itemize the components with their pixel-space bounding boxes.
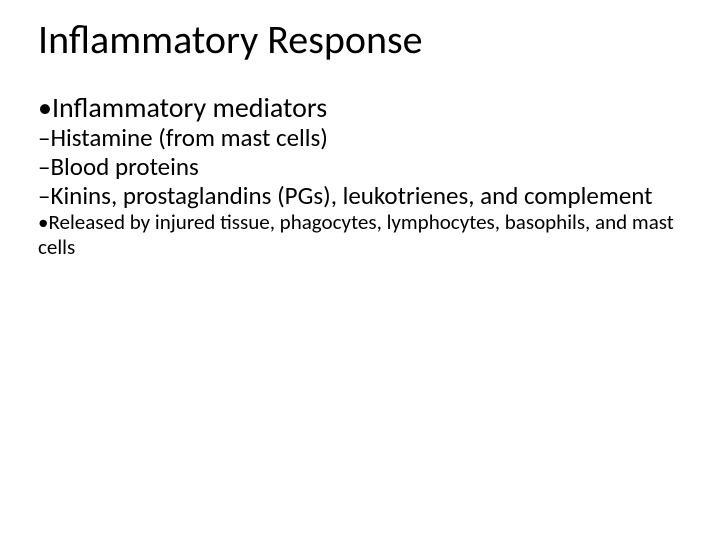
slide-title: Inflammatory Response <box>38 18 682 62</box>
bullet-text: Released by injured tissue, phagocytes, … <box>38 209 674 259</box>
bullet-level2-3: –Kinins, prostaglandins (PGs), leukotrie… <box>38 182 682 211</box>
bullet-text: Inflammatory mediators <box>52 90 327 125</box>
bullet-level2-2: –Blood proteins <box>38 153 682 182</box>
dash-marker: – <box>38 180 50 211</box>
bullet-text: Kinins, prostaglandins (PGs), leukotrien… <box>50 180 652 211</box>
bullet-level1-1: •Inflammatory mediators <box>38 92 682 124</box>
bullet-marker: • <box>38 90 52 125</box>
bullet-level2-1: –Histamine (from mast cells) <box>38 124 682 153</box>
bullet-marker: • <box>38 209 48 235</box>
bullet-text: Blood proteins <box>50 151 198 182</box>
dash-marker: – <box>38 151 50 182</box>
dash-marker: – <box>38 122 50 153</box>
bullet-text: Histamine (from mast cells) <box>50 122 327 153</box>
slide-container: Inflammatory Response •Inflammatory medi… <box>0 0 720 540</box>
bullet-level3-1: •Released by injured tissue, phagocytes,… <box>38 210 682 258</box>
